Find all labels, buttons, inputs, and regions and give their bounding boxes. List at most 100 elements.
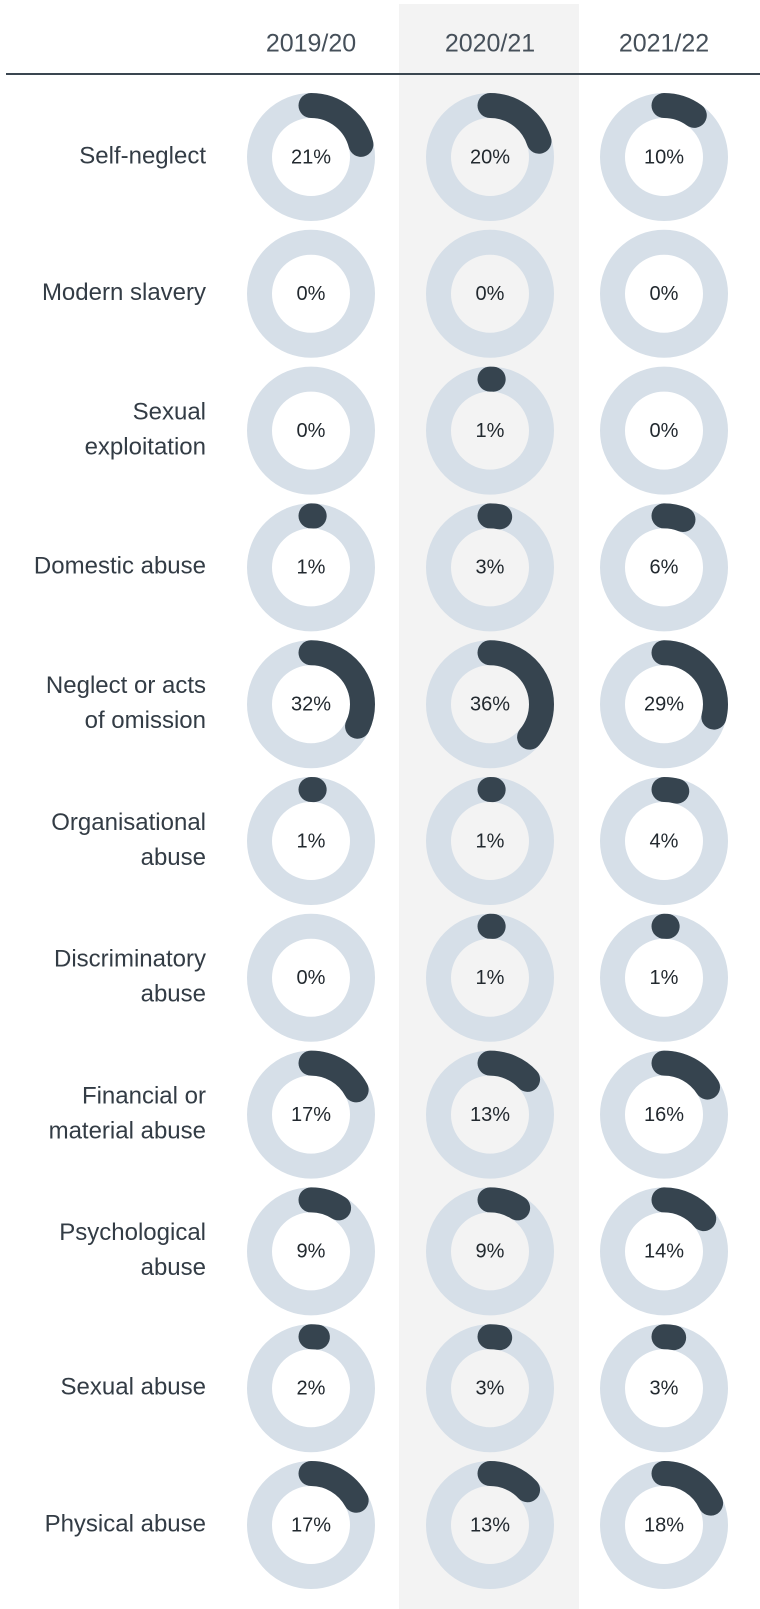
donut-value-arc xyxy=(426,1461,554,1589)
donut-physical-abuse-2019-20: 17% xyxy=(247,1461,375,1589)
donut-value-arc xyxy=(247,503,375,632)
value-label: 13% xyxy=(470,1514,510,1536)
donut-discriminatory-abuse-2021-22: 1% xyxy=(600,913,728,1042)
donut-value-arc xyxy=(247,93,375,221)
donut-value-arc xyxy=(247,1324,375,1453)
value-label: 1% xyxy=(297,830,326,852)
donut-neglect-or-acts-of-omission-2019-20: 32% xyxy=(247,640,375,769)
donut-value-arc xyxy=(600,1324,728,1453)
year-header-2019-20: 2019/20 xyxy=(266,30,356,58)
donut-value-arc xyxy=(600,93,728,221)
donut-value-arc xyxy=(426,1187,554,1316)
donut-track xyxy=(600,229,728,358)
row-psychological-abuse: Psychological abuse 9% 9% 14% xyxy=(59,1187,728,1316)
donut-self-neglect-2020-21: 20% xyxy=(426,93,554,221)
donut-track xyxy=(600,366,728,495)
row-discriminatory-abuse: Discriminatory abuse 0% 1% 1% xyxy=(54,913,728,1042)
value-label: 3% xyxy=(650,1377,679,1399)
donut-domestic-abuse-2020-21: 3% xyxy=(426,503,554,632)
donut-sexual-abuse-2020-21: 3% xyxy=(426,1324,554,1453)
donut-modern-slavery-2019-20: 0% xyxy=(247,229,375,358)
donut-financial-or-material-abuse-2020-21: 13% xyxy=(426,1050,554,1179)
value-label: 3% xyxy=(476,557,505,579)
category-label: abuse xyxy=(141,1254,206,1281)
donut-sexual-abuse-2019-20: 2% xyxy=(247,1324,375,1453)
donut-track xyxy=(247,913,375,1042)
value-label: 21% xyxy=(291,146,331,168)
row-domestic-abuse: Domestic abuse 1% 3% 6% xyxy=(34,503,728,632)
value-label: 0% xyxy=(297,283,326,305)
value-label: 17% xyxy=(291,1514,331,1536)
donut-value-arc xyxy=(426,1050,554,1179)
donut-value-arc xyxy=(600,1187,728,1316)
donut-psychological-abuse-2020-21: 9% xyxy=(426,1187,554,1316)
value-label: 2% xyxy=(297,1377,326,1399)
category-label: Physical abuse xyxy=(45,1510,206,1537)
value-label: 1% xyxy=(476,967,505,989)
donut-value-arc xyxy=(600,777,728,905)
value-label: 0% xyxy=(650,283,679,305)
donut-value-arc xyxy=(426,93,554,221)
row-neglect-or-acts-of-omission: Neglect or acts of omission 32% 36% 29% xyxy=(46,640,728,769)
donut-value-arc xyxy=(600,503,728,632)
category-label: Organisational xyxy=(51,809,206,836)
donut-financial-or-material-abuse-2021-22: 16% xyxy=(600,1050,728,1179)
category-label: exploitation xyxy=(85,433,206,460)
donut-value-arc xyxy=(600,640,728,769)
donut-self-neglect-2019-20: 21% xyxy=(247,93,375,221)
donut-psychological-abuse-2021-22: 14% xyxy=(600,1187,728,1316)
donut-value-arc xyxy=(426,777,554,905)
donut-organisational-abuse-2019-20: 1% xyxy=(247,777,375,905)
category-label: Domestic abuse xyxy=(34,553,206,580)
row-self-neglect: Self-neglect 21% 20% 10% xyxy=(79,93,728,221)
category-label: Financial or xyxy=(82,1082,206,1109)
row-financial-or-material-abuse: Financial or material abuse 17% 13% 16% xyxy=(49,1050,728,1179)
donut-track xyxy=(247,229,375,358)
value-label: 6% xyxy=(650,557,679,579)
value-label: 9% xyxy=(476,1241,505,1263)
value-label: 0% xyxy=(476,283,505,305)
donut-track xyxy=(426,229,554,358)
donut-track xyxy=(247,366,375,495)
value-label: 3% xyxy=(476,1377,505,1399)
row-physical-abuse: Physical abuse 17% 13% 18% xyxy=(45,1461,728,1589)
donut-physical-abuse-2020-21: 13% xyxy=(426,1461,554,1589)
category-label: of omission xyxy=(85,707,206,734)
donut-value-arc xyxy=(247,1187,375,1316)
donut-value-arc xyxy=(247,777,375,905)
donut-discriminatory-abuse-2020-21: 1% xyxy=(426,913,554,1042)
donut-value-arc xyxy=(426,640,554,769)
donut-modern-slavery-2020-21: 0% xyxy=(426,229,554,358)
donut-value-arc xyxy=(426,913,554,1042)
row-organisational-abuse: Organisational abuse 1% 1% 4% xyxy=(51,777,728,905)
category-label: Self-neglect xyxy=(79,142,206,169)
category-label: abuse xyxy=(141,844,206,871)
value-label: 4% xyxy=(650,830,679,852)
donut-value-arc xyxy=(426,366,554,495)
value-label: 9% xyxy=(297,1241,326,1263)
donut-self-neglect-2021-22: 10% xyxy=(600,93,728,221)
donut-sexual-exploitation-2021-22: 0% xyxy=(600,366,728,495)
donut-sexual-exploitation-2020-21: 1% xyxy=(426,366,554,495)
donut-value-arc xyxy=(600,913,728,1042)
category-label: Modern slavery xyxy=(42,279,206,306)
category-label: abuse xyxy=(141,981,206,1008)
donut-domestic-abuse-2019-20: 1% xyxy=(247,503,375,632)
donut-value-arc xyxy=(247,640,375,769)
donut-organisational-abuse-2020-21: 1% xyxy=(426,777,554,905)
value-label: 1% xyxy=(297,557,326,579)
donut-discriminatory-abuse-2019-20: 0% xyxy=(247,913,375,1042)
value-label: 18% xyxy=(644,1514,684,1536)
donut-value-arc xyxy=(426,1324,554,1453)
category-label: Sexual abuse xyxy=(61,1374,206,1401)
value-label: 0% xyxy=(297,420,326,442)
value-label: 20% xyxy=(470,146,510,168)
donut-sexual-exploitation-2019-20: 0% xyxy=(247,366,375,495)
donut-value-arc xyxy=(247,1461,375,1589)
donut-sexual-abuse-2021-22: 3% xyxy=(600,1324,728,1453)
donut-financial-or-material-abuse-2019-20: 17% xyxy=(247,1050,375,1179)
value-label: 0% xyxy=(650,420,679,442)
donut-value-arc xyxy=(600,1050,728,1179)
donut-psychological-abuse-2019-20: 9% xyxy=(247,1187,375,1316)
